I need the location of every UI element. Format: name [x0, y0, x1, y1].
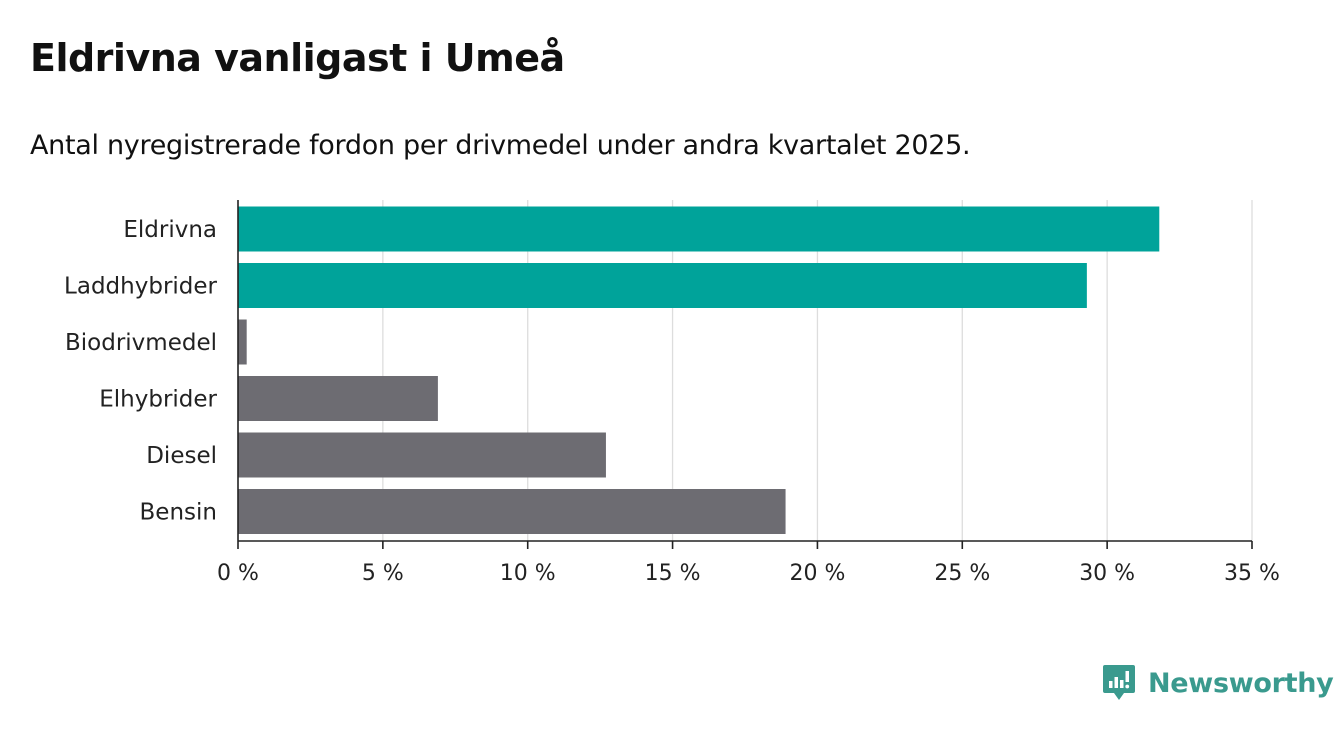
category-label: Bensin [140, 500, 217, 526]
x-tick-label: 25 % [934, 561, 990, 586]
bar [238, 489, 786, 534]
category-label: Eldrivna [123, 217, 217, 243]
grid-lines [382, 200, 1253, 541]
brand-name: Newsworthy [1148, 667, 1334, 699]
x-tick-label: 30 % [1079, 561, 1135, 586]
chart-title: Eldrivna vanligast i Umeå [30, 36, 565, 80]
bar [238, 206, 1160, 252]
newsworthy-logo: Newsworthy [1102, 663, 1334, 703]
x-axis: 0 % 5 % 10 % 15 % 20 % 25 % 30 % 35 % [217, 200, 1280, 586]
category-label: Biodrivmedel [65, 330, 217, 356]
newsworthy-icon [1103, 665, 1135, 700]
x-tick-label: 5 % [362, 561, 404, 586]
bar [238, 432, 606, 478]
chart-subtitle: Antal nyregistrerade fordon per drivmede… [30, 130, 971, 161]
category-label: Elhybrider [99, 387, 217, 413]
x-tick-label: 0 % [217, 561, 259, 586]
x-tick-label: 10 % [500, 561, 556, 586]
bar [238, 263, 1087, 308]
bars [238, 206, 1160, 534]
x-tick-label: 15 % [645, 561, 701, 586]
category-label: Diesel [146, 443, 217, 469]
category-label: Laddhybrider [64, 274, 217, 300]
x-tick-label: 20 % [789, 561, 845, 586]
bar [238, 376, 438, 421]
bar [238, 319, 247, 365]
x-tick-label: 35 % [1224, 561, 1280, 586]
category-labels: Eldrivna Laddhybrider Biodrivmedel Elhybrid… [64, 217, 217, 526]
